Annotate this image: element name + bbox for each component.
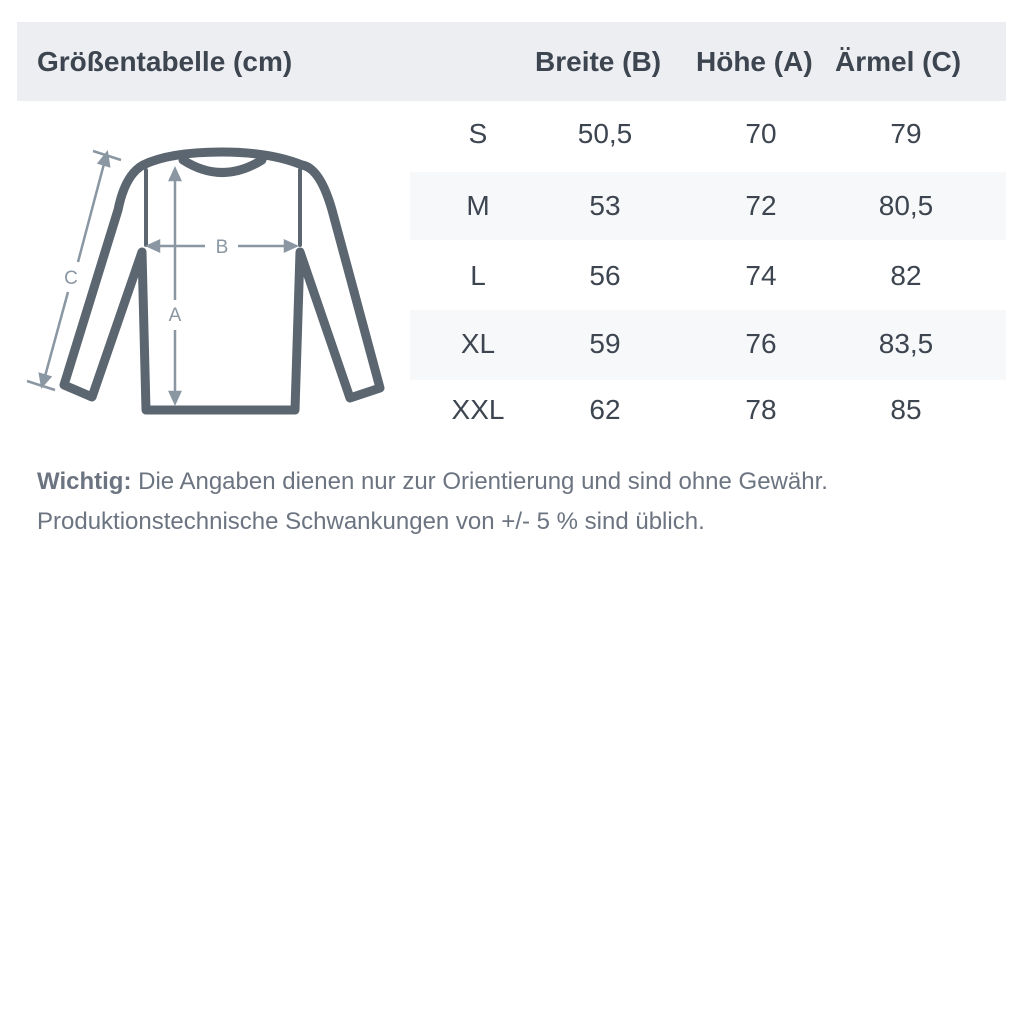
size-cell: XL (460, 328, 496, 359)
hoehe-cell: 78 (745, 394, 777, 425)
aermel-cell: 82 (890, 260, 922, 291)
hoehe-cell: 76 (745, 328, 777, 359)
table-header: Größentabelle (cm) Breite (B) Höhe (A) Ä… (17, 22, 1006, 101)
size-cell: XXL (451, 394, 505, 425)
sweater-diagram: B A C (26, 147, 385, 415)
hoehe-cell: 70 (745, 118, 777, 149)
size-cell: L (470, 260, 486, 291)
size-cell: S (468, 118, 488, 149)
label-c: C (64, 268, 78, 289)
note-line2: Produktionstechnische Schwankungen von +… (37, 508, 705, 535)
label-a: A (169, 305, 182, 326)
hoehe-cell: 74 (745, 260, 777, 291)
label-b: B (216, 237, 229, 258)
disclaimer-note: Wichtig: Die Angaben dienen nur zur Orie… (37, 462, 828, 542)
aermel-cell: 80,5 (878, 190, 934, 221)
breite-cell: 53 (589, 190, 621, 221)
column-header-breite: Breite (B) (535, 46, 662, 77)
aermel-cell: 79 (890, 118, 922, 149)
measurement-arrows (26, 149, 300, 407)
aermel-cell: 85 (890, 394, 922, 425)
row-stripe (410, 172, 1006, 240)
sweater-outline-icon (59, 147, 385, 415)
aermel-cell: 83,5 (878, 328, 934, 359)
breite-cell: 56 (589, 260, 621, 291)
breite-cell: 59 (589, 328, 621, 359)
size-cell: M (466, 190, 490, 221)
hoehe-cell: 72 (745, 190, 777, 221)
row-stripe (410, 310, 1006, 380)
breite-cell: 50,5 (577, 118, 633, 149)
column-header-aermel: Ärmel (C) (835, 46, 962, 77)
table-title: Größentabelle (cm) (37, 46, 293, 77)
note-line1: Die Angaben dienen nur zur Orientierung … (131, 468, 828, 495)
column-header-hoehe: Höhe (A) (696, 46, 813, 77)
breite-cell: 62 (589, 394, 621, 425)
note-bold: Wichtig: (37, 468, 132, 495)
